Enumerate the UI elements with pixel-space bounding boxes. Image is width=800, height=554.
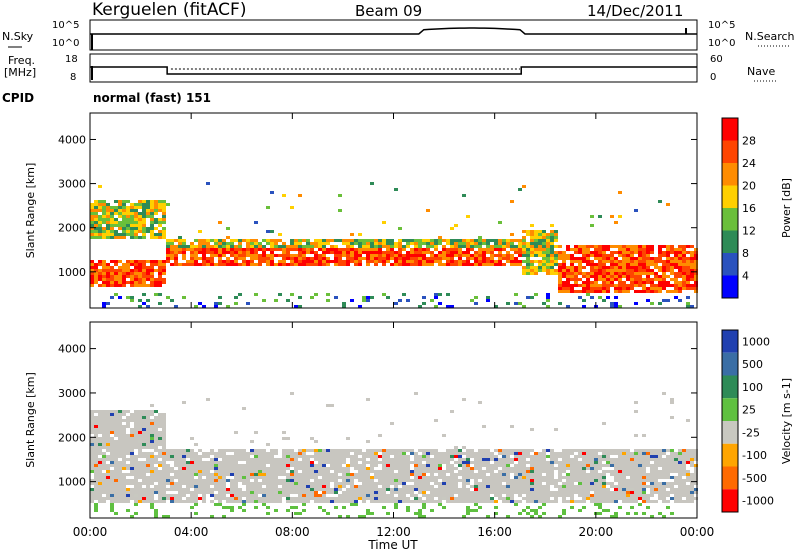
colorbar-segment [722, 275, 738, 298]
colorbar-frame-velocity [721, 329, 739, 513]
colorbar-tick-label: 4 [742, 270, 749, 283]
nave-tick-low: 0 [710, 72, 717, 83]
x-tick-label: 08:00 [275, 525, 310, 539]
heatmap-cells-power [90, 182, 698, 308]
freq-tick-high: 18 [65, 54, 78, 65]
colorbar-tick-label: 25 [742, 404, 756, 417]
colorbar-tick-label: 20 [742, 180, 756, 193]
noise-trace [90, 27, 697, 35]
x-axis-label: Time UT [367, 538, 418, 552]
y-axis-label: Slant Range [km] [24, 372, 37, 468]
colorbar-label: Power [dB] [780, 178, 793, 238]
date-title: 14/Dec/2011 [587, 2, 684, 20]
y-tick-label: 1000 [58, 266, 86, 279]
colorbar-tick-label: 1000 [742, 335, 770, 348]
colorbar-tick-label: 24 [742, 157, 756, 170]
colorbar-segment [722, 489, 738, 512]
colorbar-segment [722, 185, 738, 208]
colorbar-tick-label: -100 [742, 449, 767, 462]
nsky-label: N.Sky [2, 30, 34, 43]
x-tick-label: 16:00 [477, 525, 512, 539]
noise-panel-frame [89, 19, 698, 51]
colorbar-segment [722, 443, 738, 467]
colorbar-segment [722, 208, 738, 231]
beam-title: Beam 09 [355, 2, 423, 20]
colorbar-segment [722, 398, 738, 421]
colorbar-frame-power [721, 117, 739, 299]
noise-tick-right-high: 10^5 [708, 20, 736, 31]
colorbar-tick-label: 500 [742, 358, 763, 371]
y-tick-label: 2000 [58, 222, 86, 235]
colorbar-tick-label: 16 [742, 202, 756, 215]
freq-label-top: Freq. [8, 54, 36, 67]
heatmap-cells-velocity [90, 392, 698, 518]
y-tick-label: 4000 [58, 343, 86, 356]
freq-panel-frame [89, 53, 698, 83]
cpid-value: normal (fast) 151 [93, 91, 211, 105]
colorbar-segment [722, 253, 738, 276]
x-tick-label: 04:00 [174, 525, 209, 539]
colorbar-segment [722, 466, 738, 490]
colorbar-segment [722, 140, 738, 163]
x-tick-label: 00:00 [680, 525, 715, 539]
colorbar-segment [722, 330, 738, 353]
nave-label: Nave [747, 65, 776, 78]
y-tick-label: 2000 [58, 431, 86, 444]
x-tick-label: 12:00 [376, 525, 411, 539]
station-title: Kerguelen (fitACF) [92, 0, 247, 20]
colorbar-segment [722, 118, 738, 141]
colorbar-segment [722, 163, 738, 186]
colorbar-tick-label: -25 [742, 426, 760, 439]
y-tick-label: 3000 [58, 178, 86, 191]
noise-tick-right-low: 10^0 [708, 38, 736, 49]
colorbar-tick-label: 8 [742, 247, 749, 260]
freq-label-bottom: [MHz] [4, 66, 37, 79]
x-tick-label: 20:00 [579, 525, 614, 539]
colorbar-segment [722, 421, 738, 444]
y-tick-label: 4000 [58, 133, 86, 146]
colorbar-segment [722, 230, 738, 253]
colorbar-tick-label: -1000 [742, 495, 774, 508]
nsearch-label: N.Search [745, 30, 795, 43]
colorbar-segment [722, 375, 738, 399]
y-axis-label: Slant Range [km] [24, 163, 37, 259]
x-tick-label: 00:00 [73, 525, 108, 539]
colorbar-tick-label: -500 [742, 472, 767, 485]
y-tick-label: 1000 [58, 476, 86, 489]
colorbar-segment [722, 352, 738, 376]
noise-tick-left-low: 10^0 [52, 38, 80, 49]
colorbar-tick-label: 100 [742, 381, 763, 394]
noise-tick-left-high: 10^5 [52, 20, 80, 31]
colorbar-tick-label: 12 [742, 225, 756, 238]
y-tick-label: 3000 [58, 387, 86, 400]
nave-tick-high: 60 [710, 54, 723, 65]
freq-trace [90, 66, 697, 75]
colorbar-tick-label: 28 [742, 135, 756, 148]
colorbar-label: Velocity [m s-1] [780, 378, 793, 464]
cpid-label: CPID [2, 91, 35, 105]
freq-tick-low: 8 [70, 72, 77, 83]
